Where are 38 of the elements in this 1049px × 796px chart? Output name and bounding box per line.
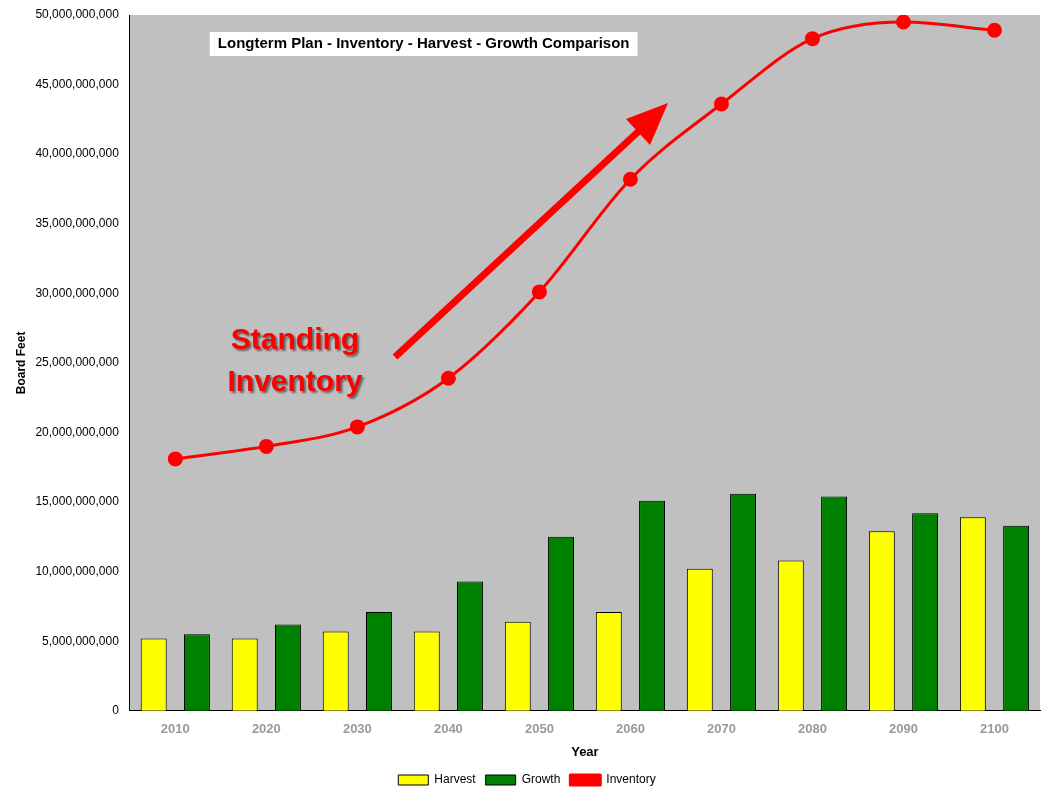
- y-tick-label: 30,000,000,000: [35, 285, 120, 300]
- legend-label: Harvest: [434, 772, 477, 787]
- y-tick-label: 0: [112, 703, 120, 718]
- point: [258, 438, 274, 454]
- y-tick-label: 5,000,000,000: [42, 633, 120, 648]
- legend-label: Inventory: [606, 772, 656, 787]
- y-tick-label: 40,000,000,000: [35, 146, 120, 161]
- point: [895, 15, 911, 30]
- x-tick-label: 2070: [706, 721, 736, 737]
- legend-label: Growth: [521, 772, 561, 787]
- point: [804, 31, 820, 47]
- point: [986, 22, 1002, 38]
- y-tick-label: 50,000,000,000: [35, 7, 120, 22]
- annotation: Standing Inventory: [226, 321, 364, 399]
- point: [167, 451, 183, 467]
- y-axis-title: Board Feet: [13, 331, 28, 395]
- x-tick-label: 2040: [433, 721, 463, 737]
- y-tick-label: 10,000,000,000: [35, 563, 120, 578]
- x-tick-label: 2060: [615, 721, 645, 737]
- point: [531, 284, 547, 300]
- point: [440, 370, 456, 386]
- x-tick-label: 2010: [160, 721, 190, 737]
- x-tick-label: 2030: [342, 721, 372, 737]
- y-tick-label: 25,000,000,000: [35, 355, 120, 370]
- y-tick-label: 15,000,000,000: [35, 494, 120, 509]
- point: [349, 419, 365, 435]
- point: [622, 171, 638, 187]
- x-tick-label: 2090: [889, 721, 918, 737]
- y-tick-label: 35,000,000,000: [35, 216, 120, 231]
- y-tick-label: 45,000,000,000: [35, 76, 120, 91]
- text: Longterm Plan - Inventory - Harvest - Growth Comparison: [217, 34, 630, 52]
- x-tick-label: 2100: [980, 721, 1009, 737]
- point: [713, 96, 729, 112]
- y-tick-label: 20,000,000,000: [35, 424, 120, 439]
- x-tick-label: 2020: [251, 721, 281, 737]
- x-tick-label: 2080: [797, 721, 827, 737]
- x-axis-title: Year: [571, 743, 599, 759]
- x-tick-label: 2050: [524, 721, 554, 737]
